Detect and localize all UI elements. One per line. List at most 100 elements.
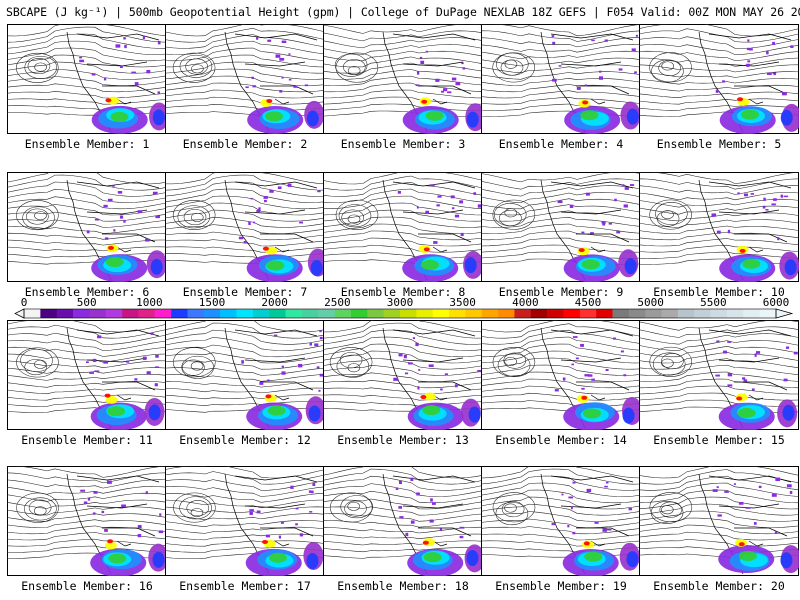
colorbar-swatch — [89, 309, 107, 318]
colorbar-swatch — [465, 309, 483, 318]
colorbar-swatch — [301, 309, 319, 318]
ensemble-member-label: Ensemble Member: 15 — [653, 433, 785, 447]
ensemble-map — [481, 172, 641, 282]
ensemble-panel: Ensemble Member: 8 — [323, 172, 483, 299]
ensemble-member-label: Ensemble Member: 14 — [495, 433, 627, 447]
ensemble-map — [165, 320, 325, 430]
colorbar-swatch — [596, 309, 613, 318]
colorbar-swatch — [759, 309, 777, 318]
colorbar-swatch — [220, 309, 237, 318]
colorbar-swatch — [73, 309, 90, 318]
colorbar-swatch — [498, 309, 515, 318]
ensemble-panel: Ensemble Member: 4 — [481, 24, 641, 151]
colorbar-swatch — [628, 309, 646, 318]
ensemble-member-label: Ensemble Member: 19 — [495, 579, 627, 593]
colorbar-swatch — [416, 309, 433, 318]
ensemble-panel: Ensemble Member: 2 — [165, 24, 325, 151]
colorbar-swatch — [285, 309, 303, 318]
colorbar-swatch — [40, 309, 57, 318]
colorbar-swatch — [24, 309, 41, 318]
colorbar-tick-label: 6000 — [762, 296, 790, 309]
ensemble-member-label: Ensemble Member: 1 — [24, 137, 150, 151]
colorbar-swatch — [449, 309, 466, 318]
ensemble-map — [639, 320, 799, 430]
colorbar-tick-label: 1000 — [136, 296, 163, 309]
ensemble-map — [323, 172, 483, 282]
colorbar-swatch — [743, 309, 760, 318]
ensemble-map — [481, 320, 641, 430]
ensemble-panel: Ensemble Member: 7 — [165, 172, 325, 299]
colorbar-swatch — [171, 309, 188, 318]
ensemble-member-label: Ensemble Member: 17 — [179, 579, 311, 593]
ensemble-map — [7, 320, 167, 430]
ensemble-panel: Ensemble Member: 18 — [323, 466, 483, 593]
ensemble-member-label: Ensemble Member: 3 — [340, 137, 466, 151]
colorbar-tick-label: 4500 — [574, 296, 602, 309]
ensemble-map — [7, 172, 167, 282]
ensemble-member-label: Ensemble Member: 6 — [24, 285, 150, 299]
colorbar-tick-label: 5000 — [637, 296, 664, 309]
ensemble-panel: Ensemble Member: 11 — [7, 320, 167, 447]
sbcape-colorbar: 0 500 1000 1500 2000 2500 3000 3500 4000 4500 5000… — [14, 296, 794, 320]
colorbar-swatch — [481, 309, 499, 318]
colorbar-swatch — [334, 309, 352, 318]
colorbar-swatch — [710, 309, 728, 318]
ensemble-map — [7, 466, 167, 576]
colorbar-tick-label: 500 — [76, 296, 97, 309]
ensemble-member-label: Ensemble Member: 10 — [653, 285, 785, 299]
colorbar-swatch — [612, 309, 630, 318]
colorbar-labels: 0 500 1000 1500 2000 2500 3000 3500 4000 4500 5000… — [14, 296, 800, 309]
colorbar-tick-label: 1500 — [198, 296, 226, 309]
ensemble-member-label: Ensemble Member: 2 — [182, 137, 308, 151]
ensemble-map — [7, 24, 167, 134]
colorbar-swatch — [579, 309, 597, 318]
colorbar-swatch — [677, 309, 695, 318]
ensemble-map — [323, 24, 483, 134]
ensemble-member-label: Ensemble Member: 9 — [498, 285, 624, 299]
colorbar-swatch — [318, 309, 335, 318]
colorbar-swatch — [432, 309, 450, 318]
ensemble-map — [165, 172, 325, 282]
colorbar-swatch — [661, 309, 679, 318]
colorbar-tick-label: 2000 — [261, 296, 288, 309]
colorbar-swatch — [514, 309, 532, 318]
colorbar-swatch — [56, 309, 74, 318]
ensemble-map — [165, 466, 325, 576]
colorbar-swatch — [269, 309, 286, 318]
ensemble-member-label: Ensemble Member: 4 — [498, 137, 624, 151]
ensemble-map — [323, 320, 483, 430]
colorbar-swatch — [547, 309, 564, 318]
colorbar-tick-label: 4000 — [512, 296, 539, 309]
colorbar-min-arrow — [14, 308, 25, 319]
colorbar-swatch — [138, 309, 156, 318]
ensemble-panel: Ensemble Member: 10 — [639, 172, 799, 299]
colorbar-swatch — [563, 309, 581, 318]
ensemble-panel: Ensemble Member: 17 — [165, 466, 325, 593]
colorbar-swatch — [400, 309, 417, 318]
colorbar-swatch — [187, 309, 205, 318]
colorbar-swatch — [726, 309, 744, 318]
colorbar-swatch — [694, 309, 711, 318]
colorbar-tick-label: 5500 — [700, 296, 727, 309]
ensemble-member-label: Ensemble Member: 7 — [182, 285, 308, 299]
ensemble-panel: Ensemble Member: 6 — [7, 172, 167, 299]
colorbar-tick-label: 0 — [20, 296, 28, 309]
ensemble-panel: Ensemble Member: 19 — [481, 466, 641, 593]
ensemble-map — [639, 172, 799, 282]
colorbar-swatch — [252, 309, 270, 318]
ensemble-panel: Ensemble Member: 13 — [323, 320, 483, 447]
colorbar-swatch — [203, 309, 221, 318]
ensemble-map — [323, 466, 483, 576]
ensemble-panel: Ensemble Member: 15 — [639, 320, 799, 447]
colorbar-swatch — [105, 309, 123, 318]
colorbar-swatch — [367, 309, 384, 318]
ensemble-map — [481, 24, 641, 134]
ensemble-member-label: Ensemble Member: 13 — [337, 433, 469, 447]
ensemble-member-label: Ensemble Member: 5 — [656, 137, 782, 151]
ensemble-panel: Ensemble Member: 16 — [7, 466, 167, 593]
colorbar-swatch — [154, 309, 172, 318]
ensemble-map — [481, 466, 641, 576]
colorbar-swatch — [350, 309, 368, 318]
colorbar-tick-label: 3000 — [386, 296, 414, 309]
colorbar-swatch — [645, 309, 662, 318]
